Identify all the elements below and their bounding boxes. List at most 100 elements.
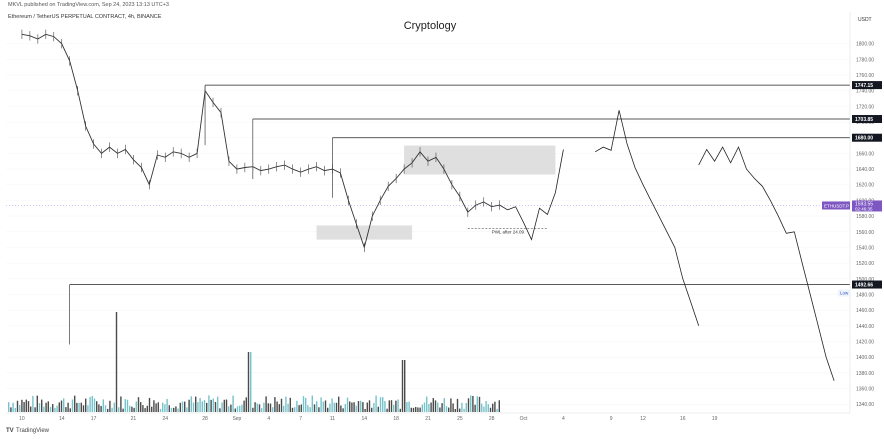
- volume-bar: [397, 399, 399, 412]
- y-tick-label: 1480.00: [856, 292, 874, 298]
- volume-bar: [206, 402, 208, 412]
- x-tick-label: 16: [680, 416, 686, 422]
- volume-bar: [360, 400, 362, 412]
- volume-bar: [494, 401, 496, 412]
- volume-bar: [118, 407, 120, 412]
- price-axis-bg: [850, 12, 884, 412]
- level-price-label: 1703.85: [855, 117, 873, 123]
- x-tick-label: 21: [425, 416, 431, 422]
- x-tick-label: 28: [202, 416, 208, 422]
- volume-bar: [412, 407, 415, 412]
- volume-bar: [168, 405, 170, 412]
- x-tick-label: 11: [330, 416, 335, 422]
- volume-bar: [388, 400, 390, 412]
- y-tick-label: 1720.00: [856, 104, 874, 110]
- price-chart[interactable]: PWL after 24.09 USDT 1800.00 1780.00 1760.0…: [0, 0, 884, 424]
- volume-bar: [243, 400, 245, 412]
- volume-bar: [316, 401, 318, 412]
- volume-bar: [91, 396, 93, 412]
- volume-bar: [219, 408, 221, 412]
- volume-bar: [210, 399, 212, 412]
- volume-bar: [467, 398, 470, 412]
- symbol-tag-label: ETHUSDT.P: [824, 203, 849, 208]
- volume-bar: [472, 395, 474, 412]
- volume-bar: [263, 402, 265, 412]
- zones-layer: [316, 145, 556, 240]
- volume-bar: [448, 407, 450, 412]
- volume-bar: [192, 402, 195, 412]
- symbol-legend: Ethereum / TetherUS PERPETUAL CONTRACT, …: [8, 14, 162, 20]
- volume-bar: [162, 402, 164, 412]
- y-tick-label: 1640.00: [856, 167, 874, 173]
- volume-bar: [377, 406, 379, 412]
- volume-bar: [342, 408, 344, 412]
- volume-bar: [454, 408, 456, 412]
- volume-bar: [498, 400, 500, 412]
- volume-bar: [470, 395, 472, 412]
- volume-bar: [76, 402, 78, 412]
- volume-bar: [23, 402, 25, 412]
- volume-bar: [428, 403, 430, 412]
- volume-bar: [335, 402, 338, 412]
- x-tick-label: Oct: [520, 416, 528, 422]
- volume-bar: [36, 395, 38, 412]
- volume-bar: [164, 404, 166, 412]
- x-tick-label: 14: [362, 416, 368, 422]
- brand-name: TradingView: [16, 428, 50, 434]
- volume-bar: [408, 401, 410, 412]
- volume-bar: [54, 407, 56, 412]
- level-price-label: 1747.15: [855, 83, 873, 89]
- volume-bar: [146, 405, 148, 412]
- x-tick-label: 18: [393, 416, 399, 422]
- volume-bar: [426, 396, 428, 412]
- volume-bar: [195, 396, 197, 412]
- volume-bar: [104, 405, 107, 412]
- volume-bar: [135, 401, 137, 412]
- volume-bar: [67, 402, 69, 412]
- volume-bar: [250, 352, 252, 412]
- volume-bar: [199, 397, 201, 412]
- volume-bar: [34, 407, 36, 412]
- volume-bar: [421, 404, 423, 412]
- y-tick-label: 1540.00: [856, 245, 874, 251]
- volume-bar: [56, 405, 58, 412]
- volume-bar: [465, 402, 467, 412]
- volume-bar: [43, 406, 45, 412]
- volume-bar: [267, 403, 269, 412]
- volume-bar: [366, 402, 368, 412]
- time-axis[interactable]: 10 14 17 21 24 28 Sep 4 7 11 14 18 21 25 28 Oct 4 9 12 16 19: [6, 412, 850, 422]
- volume-bar: [450, 398, 452, 412]
- price-axis[interactable]: USDT 1800.00 1780.00 1760.00 1740.00 1720.00 1…: [822, 12, 884, 413]
- volume-bar: [157, 402, 159, 412]
- y-tick-label: 1420.00: [856, 339, 874, 345]
- volume-bar: [272, 407, 274, 412]
- y-tick-label: 1520.00: [856, 261, 874, 267]
- volume-bar: [122, 408, 124, 412]
- volume-bar: [89, 396, 91, 412]
- projection-path: [698, 146, 835, 381]
- volume-bar: [307, 405, 309, 412]
- y-tick-label: 1360.00: [856, 386, 874, 392]
- volume-bar: [338, 396, 340, 412]
- x-tick-label: Sep: [232, 416, 241, 422]
- volume-bar: [201, 401, 203, 412]
- level-tag: [852, 280, 882, 289]
- volume-bar: [300, 404, 302, 412]
- volume-bar: [142, 405, 144, 412]
- volume-bar: [395, 400, 397, 412]
- volume-bar: [478, 396, 481, 412]
- projection-path: [594, 110, 700, 326]
- x-tick-label: 24: [162, 416, 168, 422]
- volume-bar: [74, 395, 76, 412]
- volume-bar: [461, 402, 463, 412]
- volume-bar: [309, 407, 311, 412]
- volume-bar: [155, 403, 157, 412]
- volume-bar: [382, 397, 384, 412]
- y-tick-label: 1580.00: [856, 214, 874, 220]
- volume-bar: [351, 402, 353, 412]
- volume-bar: [294, 407, 296, 412]
- volume-bar: [78, 402, 80, 412]
- volume-bar: [401, 360, 404, 412]
- volume-bar: [188, 399, 190, 412]
- volume-bar: [214, 401, 217, 412]
